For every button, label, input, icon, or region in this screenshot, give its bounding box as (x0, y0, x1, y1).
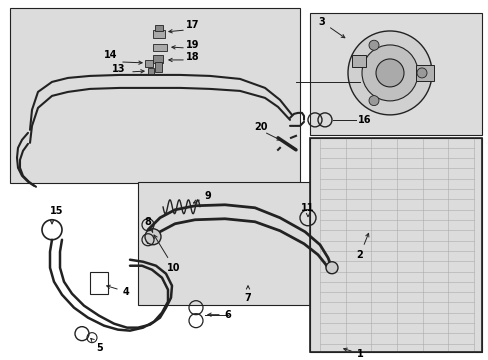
Bar (153, 55, 163, 63)
Circle shape (416, 68, 426, 78)
Bar (153, 30, 164, 38)
Text: 6: 6 (207, 310, 231, 320)
Circle shape (361, 45, 417, 101)
Text: 15: 15 (50, 206, 63, 216)
Text: 2: 2 (356, 233, 368, 260)
Bar (415, 65, 433, 81)
Circle shape (325, 262, 337, 274)
Text: 1: 1 (343, 348, 363, 359)
Bar (145, 60, 153, 67)
Text: 12: 12 (363, 77, 377, 87)
Text: 3: 3 (318, 17, 344, 38)
Bar (10, 8, 299, 183)
Bar (155, 62, 162, 72)
Bar (309, 13, 481, 135)
Bar (90, 272, 108, 294)
Text: 20: 20 (253, 122, 267, 132)
Bar (309, 138, 481, 352)
Circle shape (368, 96, 378, 105)
Text: 5: 5 (91, 338, 103, 353)
Circle shape (368, 40, 378, 50)
Bar (138, 182, 341, 305)
Bar (155, 25, 163, 31)
Text: 11: 11 (301, 203, 314, 217)
Circle shape (145, 229, 161, 245)
Text: 8: 8 (144, 217, 152, 232)
Bar (351, 55, 365, 67)
Text: 16: 16 (357, 115, 371, 125)
Text: 17: 17 (185, 20, 199, 30)
Text: 13: 13 (112, 64, 125, 74)
Text: 14: 14 (104, 50, 117, 60)
Text: 9: 9 (193, 191, 211, 203)
Circle shape (375, 59, 403, 87)
Bar (153, 44, 167, 51)
Text: 10: 10 (154, 235, 181, 273)
Text: 4: 4 (106, 285, 129, 297)
Bar (148, 68, 154, 74)
Text: 18: 18 (185, 52, 199, 62)
Text: 7: 7 (244, 286, 251, 303)
Circle shape (347, 31, 431, 115)
Text: 19: 19 (185, 40, 199, 50)
Bar (309, 138, 481, 352)
